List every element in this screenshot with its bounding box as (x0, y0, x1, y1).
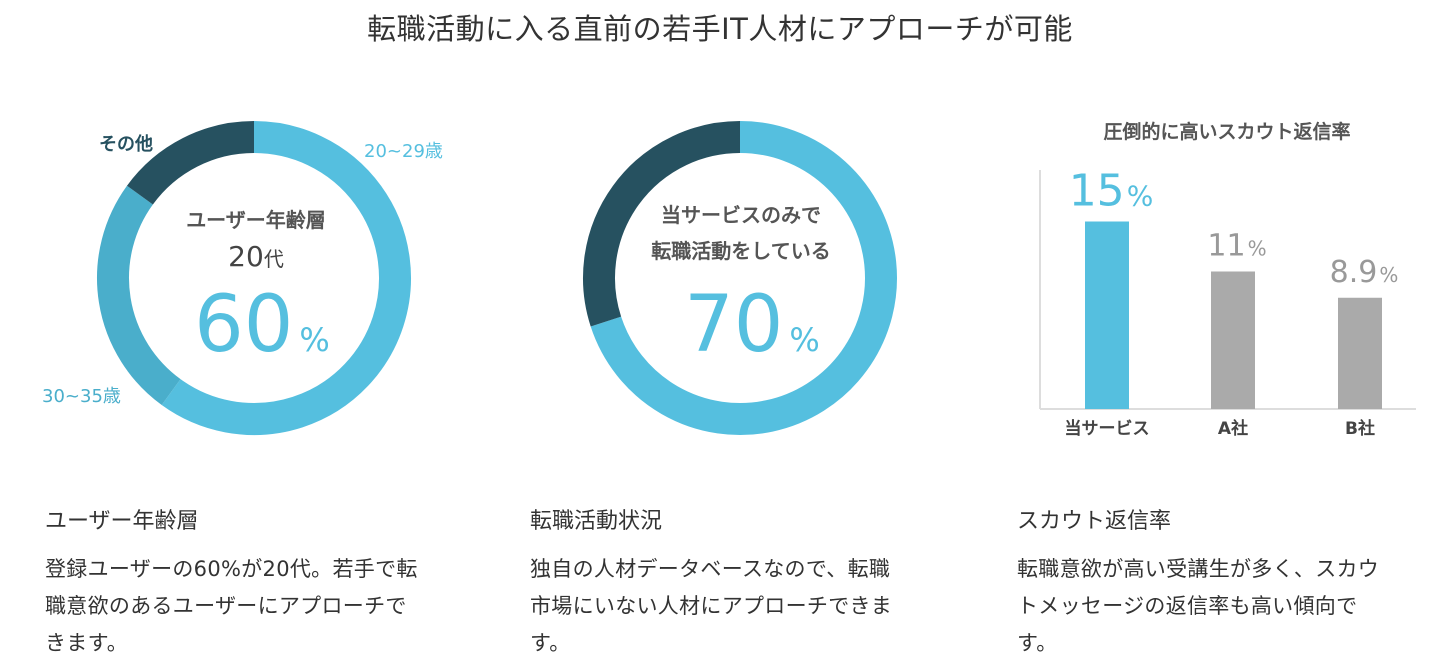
scout-heading: スカウト返信率 (1017, 509, 1172, 534)
age-description-line: きます。 (45, 631, 129, 655)
bar-series: 15% 当サービス 11 % A社 8.9 % B社 (1065, 166, 1399, 440)
scout-description: 転職意欲が高い受講生が多く、スカウ トメッセージの返信率も高い傾向で す。 (1017, 551, 1437, 662)
bar-value-label: 11% (1207, 229, 1266, 264)
job-activity-donut-chart: 当サービスのみで 転職活動をしている 70% (583, 121, 897, 435)
age-description: 登録ユーザーの60%が20代。若手で転 職意欲のあるユーザーにアプローチで きま… (45, 551, 465, 662)
activity-donut-slices (583, 121, 897, 435)
age-donut-chart: その他 20~29歳 30~35歳 ユーザー年齢層 20代 60% (42, 121, 443, 435)
slice-label-30s: 30~35歳 (42, 386, 121, 407)
slice-label-other: その他 (99, 133, 153, 155)
age-slice-2 (126, 121, 255, 205)
scout-description-line: トメッセージの返信率も高い傾向で (1017, 594, 1358, 618)
donut-center-value: 60% (194, 280, 330, 370)
slice-label-20s: 20~29歳 (364, 141, 443, 162)
age-description-line: 登録ユーザーの60%が20代。若手で転 (45, 557, 418, 581)
activity-heading: 転職活動状況 (530, 509, 663, 534)
activity-description-line: 独自の人材データベースなので、転職 (530, 557, 891, 581)
age-heading: ユーザー年齢層 (45, 509, 199, 534)
page-title: 転職活動に入る直前の若手IT人材にアプローチが可能 (367, 12, 1073, 46)
donut-center-line2: 転職活動をしている (651, 239, 830, 263)
age-description-line: 職意欲のあるユーザーにアプローチで (45, 594, 407, 618)
bar-chart-title: 圧倒的に高いスカウト返信率 (1103, 120, 1350, 143)
donut-center-subtitle: 20代 (228, 240, 284, 273)
scout-description-line: 転職意欲が高い受講生が多く、スカウ (1017, 557, 1380, 581)
bar-category-label: A社 (1218, 418, 1248, 439)
scout-description-line: す。 (1017, 631, 1058, 655)
bar-1 (1211, 271, 1255, 409)
activity-slice-0 (590, 121, 897, 435)
bar-2 (1338, 297, 1382, 409)
age-slice-1 (97, 185, 181, 406)
donut-center-title: ユーザー年齢層 (186, 208, 326, 232)
activity-description-line: 市場にいない人材にアプローチできま (530, 594, 893, 618)
donut-center-line1: 当サービスのみで (661, 203, 821, 227)
age-donut-slices (97, 121, 411, 435)
bar-value-label: 15% (1069, 166, 1154, 217)
activity-slice-1 (583, 121, 741, 327)
age-slice-0 (161, 121, 411, 435)
scout-reply-bar-chart: 圧倒的に高いスカウト返信率 15% 当サービス 11 % A社 8.9 % B社 (1039, 120, 1416, 440)
bar-category-label: 当サービス (1065, 418, 1150, 439)
bar-0 (1085, 221, 1129, 409)
bar-category-label: B社 (1345, 418, 1375, 439)
donut-center-value: 70% (684, 280, 820, 370)
bar-value-label: 8.9% (1330, 255, 1399, 290)
infographic-figure: その他 20~29歳 30~35歳 ユーザー年齢層 20代 60% 当サービスの… (42, 120, 1416, 440)
activity-description-line: す。 (530, 631, 571, 655)
activity-description: 独自の人材データベースなので、転職 市場にいない人材にアプローチできま す。 (530, 551, 950, 662)
